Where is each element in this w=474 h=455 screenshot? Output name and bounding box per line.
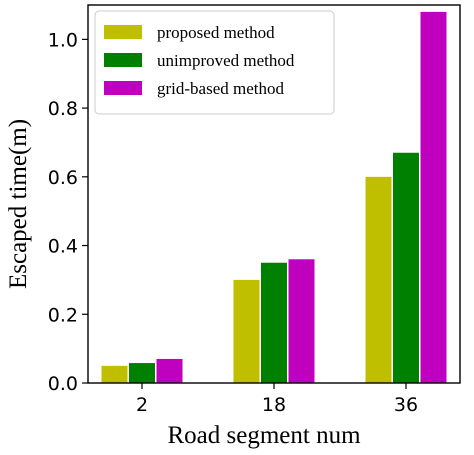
y-tick-label: 0.4 xyxy=(48,236,78,258)
legend-swatch xyxy=(104,53,142,67)
y-tick-label: 1.0 xyxy=(48,29,78,51)
bar-grid-based-method-36 xyxy=(420,11,447,383)
bar-proposed-method-36 xyxy=(365,176,392,383)
bar-proposed-method-18 xyxy=(233,279,260,383)
bars-layer xyxy=(101,11,447,383)
bar-unimproved-method-36 xyxy=(393,152,419,383)
y-tick-label: 0.0 xyxy=(48,373,78,395)
bar-grid-based-method-2 xyxy=(156,358,183,383)
legend-box xyxy=(94,10,335,115)
bar-proposed-method-2 xyxy=(101,365,128,383)
x-tick-label: 2 xyxy=(136,394,148,416)
y-tick-label: 0.8 xyxy=(48,98,78,120)
y-axis-title: Escaped time(m) xyxy=(5,119,32,289)
legend: proposed method unimproved method grid-bas… xyxy=(94,10,335,115)
y-tick-label: 0.2 xyxy=(48,304,78,326)
x-tick-label: 36 xyxy=(394,394,418,416)
legend-label: unimproved method xyxy=(157,51,295,70)
y-axis-ticks: 0.0 0.2 0.4 0.6 0.8 1.0 xyxy=(48,29,88,395)
x-axis-title: Road segment num xyxy=(167,422,361,449)
bar-unimproved-method-2 xyxy=(129,363,155,383)
x-axis-ticks: 2 18 36 xyxy=(136,383,418,416)
x-tick-label: 18 xyxy=(262,394,286,416)
bar-unimproved-method-18 xyxy=(261,262,287,383)
bar-grid-based-method-18 xyxy=(288,259,315,383)
legend-swatch xyxy=(104,25,142,39)
y-tick-label: 0.6 xyxy=(48,167,78,189)
legend-label: grid-based method xyxy=(157,79,284,98)
legend-label: proposed method xyxy=(157,23,275,42)
legend-swatch xyxy=(104,81,142,95)
